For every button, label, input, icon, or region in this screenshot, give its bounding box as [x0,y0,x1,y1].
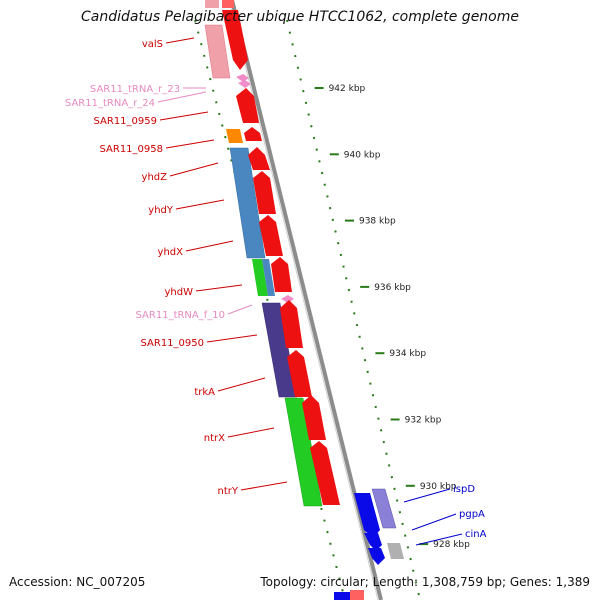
gene-label-SAR11_tRNA_r_24: SAR11_tRNA_r_24 [65,98,155,109]
cds-valS [222,10,248,70]
gene-label-yhdY: yhdY [148,205,174,216]
tick-label: 936 kbp [374,283,411,293]
cog-ring [204,24,404,559]
cds-yhdX [259,215,283,256]
map-title: Candidatus Pelagibacter ubique HTCC1062,… [80,9,519,25]
cds-trkA [287,350,312,397]
cog-yhdW-green [252,259,268,296]
forward-cds-ring [222,10,364,600]
tick-label: 934 kbp [389,349,426,359]
gene-label-leader [185,240,234,252]
gene-label-leader [411,513,457,531]
gene-label-leader [415,533,463,546]
cds-ntrX [302,395,326,440]
cds-SAR11_0958 [244,127,262,141]
gene-label-SAR11_0958: SAR11_0958 [100,144,164,155]
right-gene-labels: ispD pgpA cinA [403,484,487,546]
gene-label-trkA: trkA [194,387,215,398]
gene-label-leader [206,334,258,343]
gene-label-SAR11_tRNA_r_23: SAR11_tRNA_r_23 [90,84,180,95]
tick-label: 932 kbp [405,416,442,426]
genome-summary: Topology: circular; Length: 1,308,759 bp… [260,575,590,589]
gene-label-yhdX: yhdX [158,247,184,258]
gene-label-leader [227,304,253,315]
cog-yhdZ-yhdX [229,147,266,259]
gene-label-cinA: cinA [465,529,487,540]
cds-yhdY [253,171,276,214]
left-gene-labels: valS SAR11_tRNA_r_23 SAR11_tRNA_r_24 SAR11_… [65,37,288,497]
cds-ntrY [310,441,340,505]
partial-feature-bottom-red [350,590,364,600]
reverse-cds-ring [334,493,385,600]
gene-label-leader [165,139,215,149]
gene-label-pgpA: pgpA [459,509,485,520]
tick-label: 930 kbp [420,482,457,492]
partial-feature-bottom-blue [334,592,350,600]
cog-ispD [371,488,397,529]
partial-feature-top-left [205,0,219,8]
gene-label-leader [165,37,195,44]
accession-label: Accession: NC_007205 [9,575,146,589]
cog-yhdW-blue [262,259,275,296]
gene-label-ntrY: ntrY [218,486,239,497]
gene-label-SAR11_0959: SAR11_0959 [94,116,158,127]
cog-ntrX-ntrY [284,397,323,507]
gene-label-ispD: ispD [453,484,475,495]
cds-yhdZ [248,147,270,170]
tick-label: 928 kbp [433,540,470,550]
gene-label-leader [157,91,207,103]
trna-r-23 [236,74,249,82]
gene-label-leader [403,488,451,503]
gene-label-leader [227,427,275,438]
gene-label-leader [217,377,266,392]
gene-label-leader [169,162,219,177]
gene-label-yhdW: yhdW [165,287,194,298]
cds-SAR11_0959 [236,88,259,123]
gene-label-SAR11_tRNA_f_10: SAR11_tRNA_f_10 [136,310,225,321]
gene-label-yhdZ: yhdZ [142,172,168,183]
cog-valS [204,24,231,79]
cds-SAR11_0950 [280,300,303,348]
trna-r-24 [238,80,251,88]
partial-feature-top-right [222,0,234,8]
tick-label: 938 kbp [359,217,396,227]
gene-label-leader [240,481,288,491]
gene-label-SAR11_0950: SAR11_0950 [141,338,205,349]
gene-label-leader [195,284,243,292]
cds-pgpA [364,533,382,551]
tick-label: 942 kbp [329,84,366,94]
tick-label: 940 kbp [344,150,381,160]
gene-label-ntrX: ntrX [204,433,225,444]
cds-ispD [354,493,380,538]
gene-label-valS: valS [142,39,163,50]
trna-f-10 [281,295,294,303]
gene-label-leader [159,111,209,121]
gene-label-leader [175,199,225,210]
cds-cinA [368,548,385,565]
cog-SAR11_0958 [226,129,243,143]
cds-yhdW [271,257,292,292]
cog-cinA [387,543,404,559]
scale-ticks: 942 kbp 940 kbp 938 kbp 936 kbp 934 kbp 932 k… [314,84,470,550]
